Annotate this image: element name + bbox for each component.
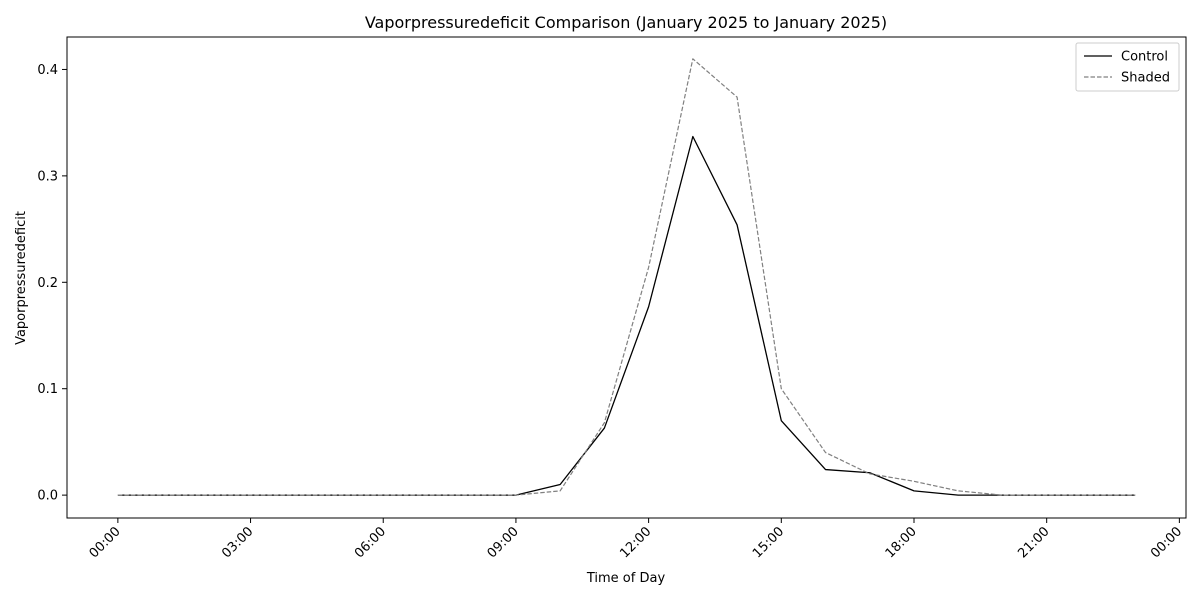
x-tick-label: 15:00 <box>750 524 787 561</box>
plot-area: 00:00 03:00 06:00 09:00 12:00 15:00 18:00 21:00… <box>37 36 1187 561</box>
x-tick-label: 18:00 <box>883 524 920 561</box>
y-tick-label: 0.2 <box>37 276 58 291</box>
series-line-control <box>117 135 1136 496</box>
x-tick-label: 00:00 <box>1148 524 1185 561</box>
x-tick-label: 06:00 <box>352 524 389 561</box>
y-tick-label: 0.3 <box>37 169 58 184</box>
x-tick-label: 12:00 <box>617 524 654 561</box>
chart-title: Vaporpressuredeficit Comparison (January… <box>365 13 887 32</box>
legend: Control Shaded <box>1075 42 1180 92</box>
series-line-shaded <box>117 58 1136 496</box>
x-tick-label: 03:00 <box>219 524 256 561</box>
y-axis-label: Vaporpressuredeficit <box>14 211 29 345</box>
x-tick-label: 00:00 <box>87 524 124 561</box>
y-tick-label: 0.4 <box>37 63 58 78</box>
x-tick-label: 21:00 <box>1015 524 1052 561</box>
y-tick-label: 0.1 <box>37 382 58 397</box>
x-axis-label: Time of Day <box>586 571 666 586</box>
x-tick-label: 09:00 <box>485 524 522 561</box>
legend-box <box>1075 42 1180 92</box>
plot-frame <box>66 36 1187 519</box>
legend-label-shaded: Shaded <box>1121 71 1170 86</box>
legend-label-control: Control <box>1121 50 1168 65</box>
y-tick-label: 0.0 <box>37 489 58 504</box>
